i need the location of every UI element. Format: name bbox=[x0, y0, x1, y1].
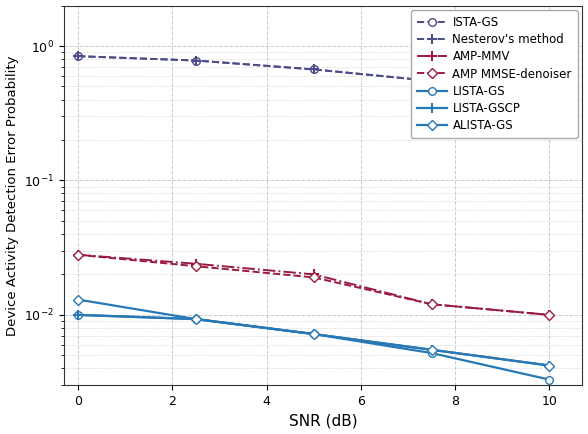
LISTA-GSCP bbox=[428, 347, 435, 352]
Nesterov's method bbox=[546, 97, 553, 102]
ALISTA-GS bbox=[192, 316, 199, 322]
Nesterov's method bbox=[310, 67, 318, 72]
Line: ALISTA-GS: ALISTA-GS bbox=[74, 296, 553, 369]
Line: AMP MMSE-denoiser: AMP MMSE-denoiser bbox=[74, 251, 553, 319]
ALISTA-GS bbox=[546, 363, 553, 368]
Line: LISTA-GSCP: LISTA-GSCP bbox=[74, 310, 554, 370]
X-axis label: SNR (dB): SNR (dB) bbox=[289, 414, 358, 428]
LISTA-GS bbox=[75, 312, 82, 318]
AMP MMSE-denoiser bbox=[192, 263, 199, 269]
ISTA-GS bbox=[310, 67, 318, 72]
AMP MMSE-denoiser bbox=[75, 252, 82, 257]
Line: LISTA-GS: LISTA-GS bbox=[74, 311, 553, 383]
ISTA-GS bbox=[75, 53, 82, 59]
LISTA-GSCP bbox=[75, 312, 82, 318]
Nesterov's method bbox=[428, 78, 435, 83]
LISTA-GSCP bbox=[192, 316, 199, 322]
AMP-MMV bbox=[310, 272, 318, 277]
Nesterov's method bbox=[75, 53, 82, 59]
ISTA-GS bbox=[546, 97, 553, 102]
ISTA-GS bbox=[192, 58, 199, 63]
Line: Nesterov's method: Nesterov's method bbox=[74, 51, 554, 105]
LISTA-GS bbox=[310, 332, 318, 337]
AMP-MMV bbox=[75, 252, 82, 257]
Nesterov's method bbox=[192, 58, 199, 63]
Line: AMP-MMV: AMP-MMV bbox=[74, 250, 554, 320]
Line: ISTA-GS: ISTA-GS bbox=[74, 53, 553, 103]
Y-axis label: Device Activity Detection Error Probability: Device Activity Detection Error Probabil… bbox=[5, 55, 19, 335]
LISTA-GS bbox=[546, 377, 553, 382]
Legend: ISTA-GS, Nesterov's method, AMP-MMV, AMP MMSE-denoiser, LISTA-GS, LISTA-GSCP, AL: ISTA-GS, Nesterov's method, AMP-MMV, AMP… bbox=[411, 10, 578, 138]
AMP MMSE-denoiser bbox=[428, 302, 435, 307]
AMP-MMV bbox=[192, 261, 199, 266]
ALISTA-GS bbox=[428, 347, 435, 352]
ALISTA-GS bbox=[75, 297, 82, 302]
LISTA-GSCP bbox=[546, 363, 553, 368]
ISTA-GS bbox=[428, 78, 435, 83]
AMP-MMV bbox=[428, 302, 435, 307]
AMP MMSE-denoiser bbox=[310, 275, 318, 280]
AMP-MMV bbox=[546, 312, 553, 318]
ALISTA-GS bbox=[310, 332, 318, 337]
LISTA-GSCP bbox=[310, 332, 318, 337]
AMP MMSE-denoiser bbox=[546, 312, 553, 318]
LISTA-GS bbox=[192, 316, 199, 322]
LISTA-GS bbox=[428, 350, 435, 355]
